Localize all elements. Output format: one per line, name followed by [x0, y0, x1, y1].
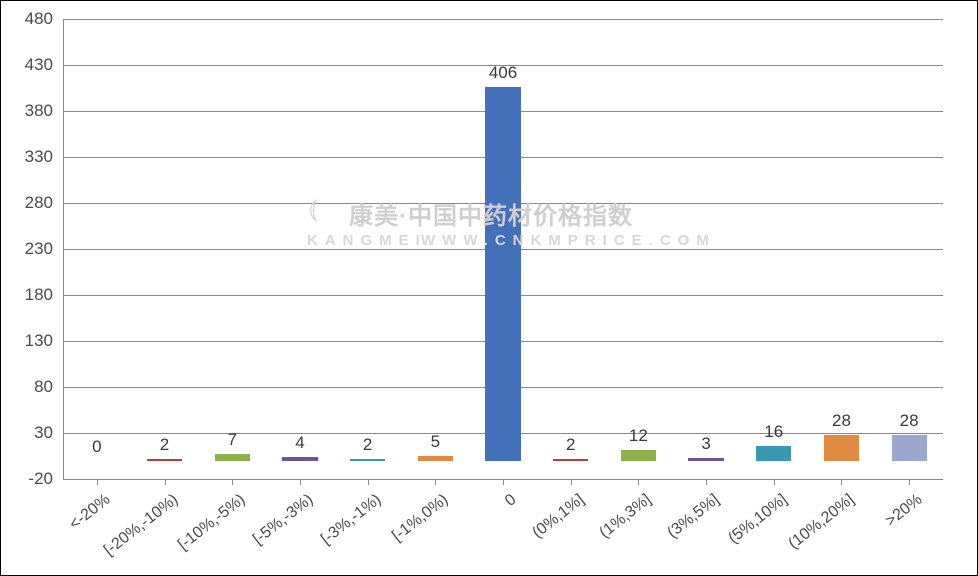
- x-category-label: (10%,20%]: [786, 491, 859, 553]
- bar: [892, 435, 927, 461]
- y-tick-label: -20: [3, 469, 53, 489]
- x-tick: [300, 479, 301, 485]
- x-tick: [841, 479, 842, 485]
- x-category-label: [-5%,-3%): [250, 491, 317, 549]
- x-category-label: [-20%,-10%): [100, 491, 181, 560]
- bar-value-label: 2: [541, 435, 601, 455]
- bar: [418, 456, 453, 461]
- gridline: [63, 19, 943, 20]
- x-tick: [503, 479, 504, 485]
- bar-chart: 0274254062123162828 ⦅ 康美·中国中药材价格指数 KANGM…: [0, 0, 978, 576]
- x-tick: [638, 479, 639, 485]
- x-tick: [97, 479, 98, 485]
- y-tick-label: 130: [3, 331, 53, 351]
- bar-value-label: 28: [879, 411, 939, 431]
- x-tick: [165, 479, 166, 485]
- x-category-label: [-1%,0%): [389, 491, 452, 546]
- x-category-label: <-20%: [66, 491, 114, 534]
- bar-value-label: 16: [744, 422, 804, 442]
- x-category-label: [-10%,-5%): [175, 491, 249, 554]
- bar: [756, 446, 791, 461]
- y-tick-label: 280: [3, 193, 53, 213]
- plot-area: 0274254062123162828: [63, 19, 943, 479]
- y-tick-label: 80: [3, 377, 53, 397]
- bar: [621, 450, 656, 461]
- x-category-label: (3%,5%]: [664, 491, 723, 542]
- y-tick-label: 230: [3, 239, 53, 259]
- y-tick-label: 30: [3, 423, 53, 443]
- y-tick-label: 180: [3, 285, 53, 305]
- bar-value-label: 2: [135, 435, 195, 455]
- x-category-label: [-3%,-1%): [318, 491, 385, 549]
- bar: [147, 459, 182, 461]
- y-tick-label: 380: [3, 101, 53, 121]
- x-tick: [774, 479, 775, 485]
- bar-value-label: 406: [473, 63, 533, 83]
- bar-value-label: 7: [202, 430, 262, 450]
- bar-value-label: 28: [811, 411, 871, 431]
- x-tick: [232, 479, 233, 485]
- bar: [688, 458, 723, 461]
- x-category-label: (5%,10%]: [725, 491, 791, 548]
- y-tick-label: 480: [3, 9, 53, 29]
- bar: [215, 454, 250, 460]
- bar: [824, 435, 859, 461]
- bar: [350, 459, 385, 461]
- x-category-label: (1%,3%]: [597, 491, 656, 542]
- y-tick-label: 430: [3, 55, 53, 75]
- bar-value-label: 4: [270, 433, 330, 453]
- x-tick: [368, 479, 369, 485]
- x-category-label: 0: [502, 491, 520, 511]
- x-category-label: (0%,1%]: [529, 491, 588, 542]
- bar-value-label: 2: [338, 435, 398, 455]
- bar: [485, 87, 520, 461]
- x-tick: [435, 479, 436, 485]
- y-tick-label: 330: [3, 147, 53, 167]
- bar-value-label: 12: [608, 426, 668, 446]
- x-category-label: >20%: [883, 491, 927, 531]
- x-tick: [706, 479, 707, 485]
- x-tick: [571, 479, 572, 485]
- bar-value-label: 5: [405, 432, 465, 452]
- bar-value-label: 0: [67, 437, 127, 457]
- bar: [553, 459, 588, 461]
- x-tick: [909, 479, 910, 485]
- bar: [282, 457, 317, 461]
- bar-value-label: 3: [676, 434, 736, 454]
